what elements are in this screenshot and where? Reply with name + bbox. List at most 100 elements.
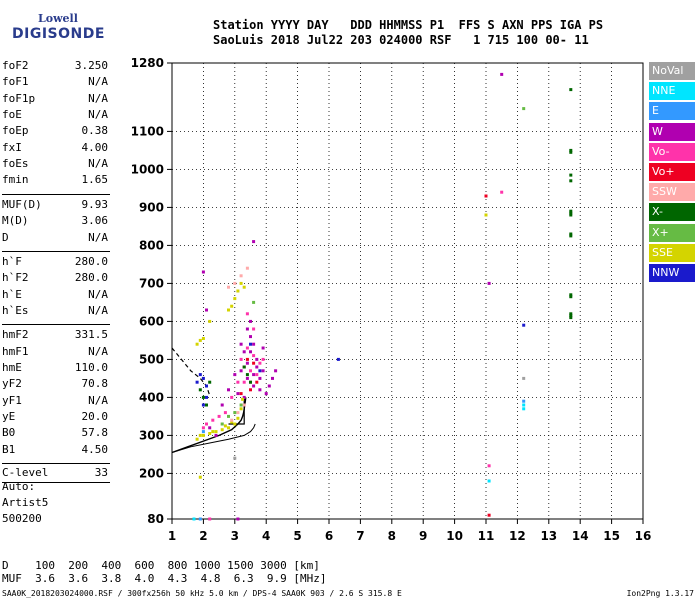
data-point	[227, 285, 230, 289]
data-point	[192, 517, 196, 521]
data-point	[205, 422, 208, 426]
footer-info: SAA0K_2018203024000.RSF / 300fx256h 50 k…	[2, 589, 402, 598]
data-point	[252, 327, 256, 331]
data-point	[249, 319, 252, 323]
data-point	[255, 380, 259, 384]
data-point	[487, 513, 491, 517]
data-point	[198, 517, 202, 521]
data-point	[245, 361, 249, 365]
param-value: 1.65	[81, 173, 109, 187]
data-point	[208, 426, 212, 430]
param-row: B0 57.8	[2, 425, 108, 441]
y-tick-label: 400	[139, 390, 164, 404]
data-point	[245, 376, 249, 380]
data-point	[258, 376, 262, 380]
x-tick-label: 7	[356, 529, 364, 543]
data-point	[239, 357, 243, 361]
param-name: hmF2	[2, 328, 29, 342]
param-value: N/A	[88, 108, 108, 122]
data-point	[261, 346, 265, 350]
header-row1: Station YYYY DAY DDD HHMMSS P1 FFS S AXN…	[213, 18, 604, 32]
y-tick-label: 900	[139, 200, 164, 214]
x-tick-label: 10	[446, 529, 463, 543]
station-header: Station YYYY DAY DDD HHMMSS P1 FFS S AXN…	[213, 18, 603, 48]
data-point	[252, 342, 256, 346]
param-name: foF1	[2, 75, 29, 89]
data-point	[242, 285, 246, 289]
data-point	[274, 369, 278, 373]
param-name: yE	[2, 410, 16, 423]
data-point	[236, 517, 240, 521]
param-row: hmF2 331.5	[2, 327, 108, 343]
param-separator	[2, 463, 110, 465]
data-point	[569, 213, 573, 217]
param-row: foEs N/A	[2, 156, 108, 172]
data-point	[230, 418, 234, 422]
param-value: N/A	[88, 393, 108, 407]
data-point	[208, 380, 212, 384]
legend-item: NNE	[649, 82, 695, 101]
param-separator	[2, 250, 110, 252]
data-point	[487, 464, 491, 468]
param-value: 4.00	[81, 140, 109, 154]
x-tick-label: 4	[262, 529, 270, 543]
data-point	[261, 369, 265, 373]
data-point	[264, 392, 268, 396]
data-point	[252, 384, 256, 388]
data-point	[569, 234, 573, 238]
data-point	[484, 213, 488, 217]
data-point	[220, 403, 224, 407]
footer-version: Ion2Png 1.3.17	[626, 589, 694, 598]
param-name: hmF1	[2, 344, 29, 358]
data-point	[239, 281, 243, 285]
param-name: h`F	[2, 254, 22, 268]
data-point	[195, 437, 199, 441]
data-point	[239, 274, 243, 278]
data-point	[242, 350, 246, 354]
data-point	[249, 388, 252, 392]
data-point	[233, 422, 237, 426]
x-tick-label: 1	[168, 529, 176, 543]
param-row: hmE 110.0	[2, 360, 108, 376]
auto-line1: Auto:	[2, 480, 36, 493]
data-point	[487, 479, 491, 483]
param-row: yF1 N/A	[2, 393, 108, 409]
data-point	[236, 392, 240, 396]
data-point	[249, 380, 252, 384]
data-point	[211, 418, 215, 422]
data-point	[569, 314, 573, 318]
y-tick-label: 1100	[131, 124, 164, 138]
legend-item: W	[649, 122, 695, 141]
data-point	[242, 395, 246, 399]
profile-trace	[171, 423, 256, 453]
param-value: 70.8	[81, 377, 109, 391]
data-point	[198, 338, 202, 342]
header-row2: SaoLuis 2018 Jul22 203 024000 RSF 1 715 …	[213, 33, 589, 47]
data-point	[245, 373, 249, 377]
data-point	[214, 433, 218, 437]
data-point	[208, 517, 212, 521]
data-point	[236, 289, 240, 293]
data-point	[258, 388, 262, 392]
data-point	[500, 72, 504, 76]
param-name: foF1p	[2, 91, 36, 105]
data-point	[245, 327, 249, 331]
data-point	[227, 426, 230, 430]
x-tick-label: 2	[199, 529, 207, 543]
x-tick-label: 8	[388, 529, 396, 543]
data-point	[201, 430, 205, 434]
param-value: 3.06	[81, 214, 109, 228]
param-name: D	[2, 230, 9, 244]
data-point	[336, 357, 340, 361]
data-point	[569, 312, 573, 316]
data-point	[201, 270, 205, 274]
data-point	[198, 475, 202, 479]
param-separator	[2, 193, 110, 195]
data-point	[249, 350, 252, 354]
y-tick-label: 200	[139, 466, 164, 480]
x-tick-label: 12	[509, 529, 526, 543]
param-row: h`F 280.0	[2, 254, 108, 270]
x-tick-label: 11	[478, 529, 495, 543]
data-point	[569, 209, 573, 213]
legend-item: X+	[649, 223, 695, 242]
